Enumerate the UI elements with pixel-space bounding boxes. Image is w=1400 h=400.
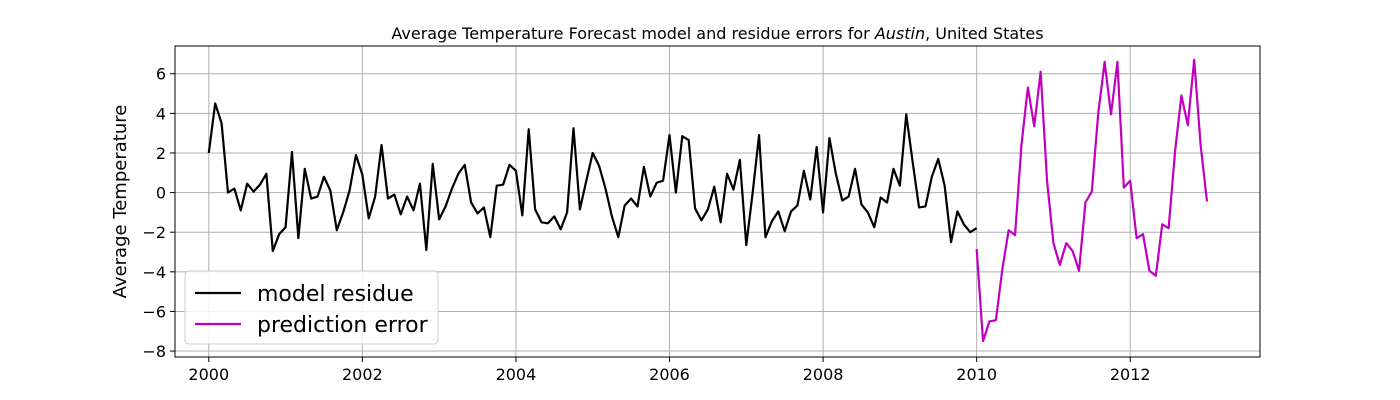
y-tick-label: 0: [156, 184, 166, 203]
x-tick-label: 2008: [803, 365, 844, 384]
x-tick-label: 2000: [188, 365, 229, 384]
x-tick-label: 2010: [956, 365, 997, 384]
legend-box: [184, 270, 439, 345]
legend-label-prediction-error: prediction error: [257, 313, 429, 338]
x-tick-label: 2004: [496, 365, 537, 384]
y-tick-label: 2: [156, 144, 166, 163]
y-tick-label: −4: [142, 263, 166, 282]
y-tick-label: −8: [142, 342, 166, 361]
y-tick-label: 4: [156, 104, 166, 123]
x-tick-label: 2002: [342, 365, 383, 384]
legend: model residue prediction error: [184, 270, 439, 345]
chart-title: Average Temperature Forecast model and r…: [391, 24, 1043, 43]
series-line-model-residue: [207, 102, 978, 253]
ticks: 2000 2002 2004 2006 2008 2010 2012 −8 −6 −4 −2 0 2 4 6: [142, 65, 1150, 384]
chart-title-city: Austin: [874, 24, 925, 43]
series-layer: [207, 58, 1209, 343]
plot-frame: [174, 45, 1261, 358]
y-axis-title: Average Temperature: [110, 105, 131, 299]
x-tick-label: 2012: [1110, 365, 1151, 384]
chart-title-prefix: Average Temperature Forecast model and r…: [391, 24, 874, 43]
y-tick-label: −2: [142, 223, 166, 242]
legend-label-model-residue: model residue: [257, 282, 414, 307]
y-tick-label: −6: [142, 302, 166, 321]
series-line-prediction-error: [975, 58, 1209, 343]
y-tick-label: 6: [156, 65, 166, 84]
x-tick-label: 2006: [649, 365, 690, 384]
chart-title-suffix: , United States: [925, 24, 1044, 43]
